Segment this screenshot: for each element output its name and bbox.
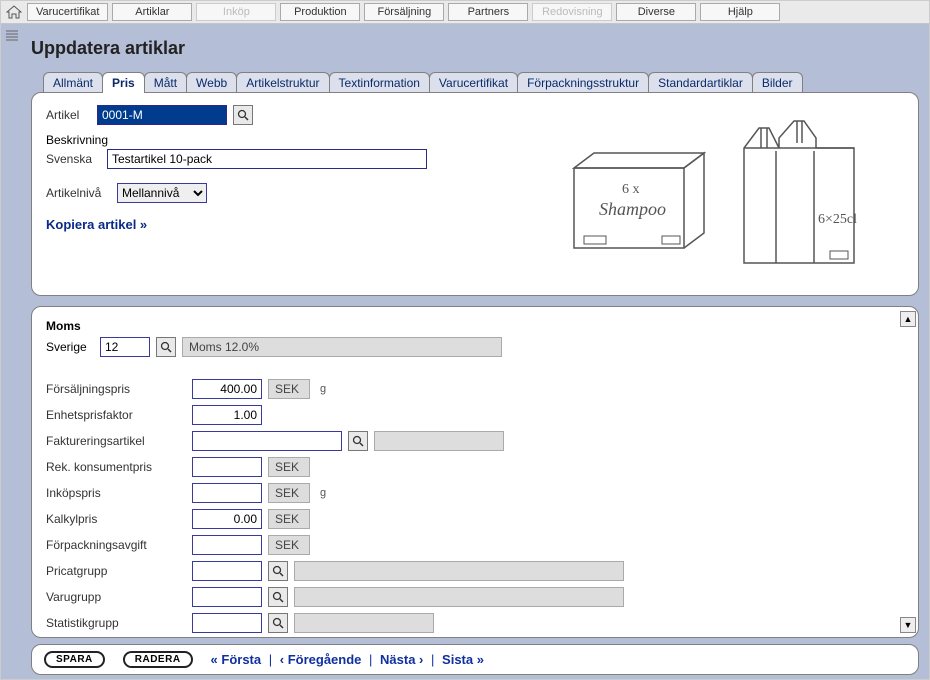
forsaljningspris-unit: SEK bbox=[268, 379, 310, 399]
varugrupp-desc bbox=[294, 587, 624, 607]
nav-hjalp[interactable]: Hjälp bbox=[700, 3, 780, 21]
forpackningsavgift-label: Förpackningsavgift bbox=[46, 538, 186, 552]
inkopspris-label: Inköpspris bbox=[46, 486, 186, 500]
packaging-illustration: 6 x Shampoo 6×25cl bbox=[544, 105, 904, 285]
page-title: Uppdatera artiklar bbox=[31, 38, 919, 59]
moms-search-button[interactable] bbox=[156, 337, 176, 357]
varugrupp-search-button[interactable] bbox=[268, 587, 288, 607]
nav-first[interactable]: « Första bbox=[211, 652, 262, 667]
save-button[interactable]: SPARA bbox=[44, 651, 105, 668]
faktureringsartikel-label: Faktureringsartikel bbox=[46, 434, 186, 448]
svenska-label: Svenska bbox=[46, 152, 101, 166]
varugrupp-input[interactable] bbox=[192, 587, 262, 607]
artikelniva-label: Artikelnivå bbox=[46, 186, 111, 200]
tab-textinformation[interactable]: Textinformation bbox=[329, 72, 430, 93]
forsaljningspris-label: Försäljningspris bbox=[46, 382, 186, 396]
tab-standardartiklar[interactable]: Standardartiklar bbox=[648, 72, 753, 93]
rek-konsumentpris-input[interactable] bbox=[192, 457, 262, 477]
artikel-label: Artikel bbox=[46, 108, 91, 122]
artikel-search-button[interactable] bbox=[233, 105, 253, 125]
nav-diverse[interactable]: Diverse bbox=[616, 3, 696, 21]
pricatgrupp-input[interactable] bbox=[192, 561, 262, 581]
inkopspris-suffix: g bbox=[320, 487, 326, 499]
kalkylpris-unit: SEK bbox=[268, 509, 310, 529]
moms-desc: Moms 12.0% bbox=[182, 337, 502, 357]
magnifier-icon bbox=[237, 109, 249, 121]
nav-inkop: Inköp bbox=[196, 3, 276, 21]
pricatgrupp-desc bbox=[294, 561, 624, 581]
footer-bar: SPARA RADERA « Första | ‹ Föregående | N… bbox=[31, 644, 919, 675]
moms-value-input[interactable] bbox=[100, 337, 150, 357]
nav-prev[interactable]: ‹ Föregående bbox=[280, 652, 362, 667]
inkopspris-unit: SEK bbox=[268, 483, 310, 503]
home-icon[interactable] bbox=[5, 4, 23, 20]
moms-section-title: Moms bbox=[46, 319, 896, 333]
scroll-up-icon[interactable]: ▲ bbox=[900, 311, 916, 327]
statistikgrupp-search-button[interactable] bbox=[268, 613, 288, 633]
tab-matt[interactable]: Mått bbox=[144, 72, 187, 93]
statistikgrupp-desc bbox=[294, 613, 434, 633]
rek-konsumentpris-unit: SEK bbox=[268, 457, 310, 477]
varugrupp-label: Varugrupp bbox=[46, 590, 186, 604]
kopiera-artikel-link[interactable]: Kopiera artikel » bbox=[46, 217, 147, 232]
faktureringsartikel-search-button[interactable] bbox=[348, 431, 368, 451]
nav-varucertifikat[interactable]: Varucertifikat bbox=[27, 3, 108, 21]
tab-varucertifikat[interactable]: Varucertifikat bbox=[429, 72, 518, 93]
nav-partners[interactable]: Partners bbox=[448, 3, 528, 21]
record-nav: « Första | ‹ Föregående | Nästa › | Sist… bbox=[211, 652, 484, 667]
sidebar-toggle-icon[interactable] bbox=[5, 29, 21, 53]
nav-forsaljning[interactable]: Försäljning bbox=[364, 3, 444, 21]
kalkylpris-input[interactable] bbox=[192, 509, 262, 529]
faktureringsartikel-input[interactable] bbox=[192, 431, 342, 451]
delete-button[interactable]: RADERA bbox=[123, 651, 193, 668]
artikel-input[interactable] bbox=[97, 105, 227, 125]
tab-allmant[interactable]: Allmänt bbox=[43, 72, 103, 93]
enhetsprisfaktor-label: Enhetsprisfaktor bbox=[46, 408, 186, 422]
beskrivning-label: Beskrivning bbox=[46, 133, 534, 147]
tab-pris[interactable]: Pris bbox=[102, 72, 145, 93]
nav-next[interactable]: Nästa › bbox=[380, 652, 423, 667]
tab-bar: Allmänt Pris Mått Webb Artikelstruktur T… bbox=[31, 71, 919, 92]
inkopspris-input[interactable] bbox=[192, 483, 262, 503]
forpackningsavgift-unit: SEK bbox=[268, 535, 310, 555]
pricatgrupp-search-button[interactable] bbox=[268, 561, 288, 581]
pricatgrupp-label: Pricatgrupp bbox=[46, 564, 186, 578]
article-header-panel: Artikel Beskrivning Svenska Artikelnivå … bbox=[31, 92, 919, 296]
box-text-1: 6 x bbox=[622, 182, 640, 197]
artikelniva-select[interactable]: Mellannivå bbox=[117, 183, 207, 203]
tab-webb[interactable]: Webb bbox=[186, 72, 237, 93]
faktureringsartikel-desc bbox=[374, 431, 504, 451]
tab-forpackningsstruktur[interactable]: Förpackningsstruktur bbox=[517, 72, 649, 93]
enhetsprisfaktor-input[interactable] bbox=[192, 405, 262, 425]
tab-artikelstruktur[interactable]: Artikelstruktur bbox=[236, 72, 329, 93]
scroll-down-icon[interactable]: ▼ bbox=[900, 617, 916, 633]
forsaljningspris-input[interactable] bbox=[192, 379, 262, 399]
nav-artiklar[interactable]: Artiklar bbox=[112, 3, 192, 21]
rek-konsumentpris-label: Rek. konsumentpris bbox=[46, 460, 186, 474]
pack-text: 6×25cl bbox=[818, 212, 857, 227]
top-nav: Varucertifikat Artiklar Inköp Produktion… bbox=[1, 1, 929, 24]
tab-bilder[interactable]: Bilder bbox=[752, 72, 803, 93]
box-text-2: Shampoo bbox=[599, 199, 666, 219]
forsaljningspris-suffix: g bbox=[320, 383, 326, 395]
statistikgrupp-input[interactable] bbox=[192, 613, 262, 633]
nav-redovisning: Redovisning bbox=[532, 3, 612, 21]
statistikgrupp-label: Statistikgrupp bbox=[46, 616, 186, 630]
sverige-label: Sverige bbox=[46, 340, 94, 354]
forpackningsavgift-input[interactable] bbox=[192, 535, 262, 555]
price-panel: ▲ ▼ Moms Sverige Moms 12.0% Försäljnings… bbox=[31, 306, 919, 638]
nav-last[interactable]: Sista » bbox=[442, 652, 484, 667]
svenska-input[interactable] bbox=[107, 149, 427, 169]
kalkylpris-label: Kalkylpris bbox=[46, 512, 186, 526]
nav-produktion[interactable]: Produktion bbox=[280, 3, 360, 21]
